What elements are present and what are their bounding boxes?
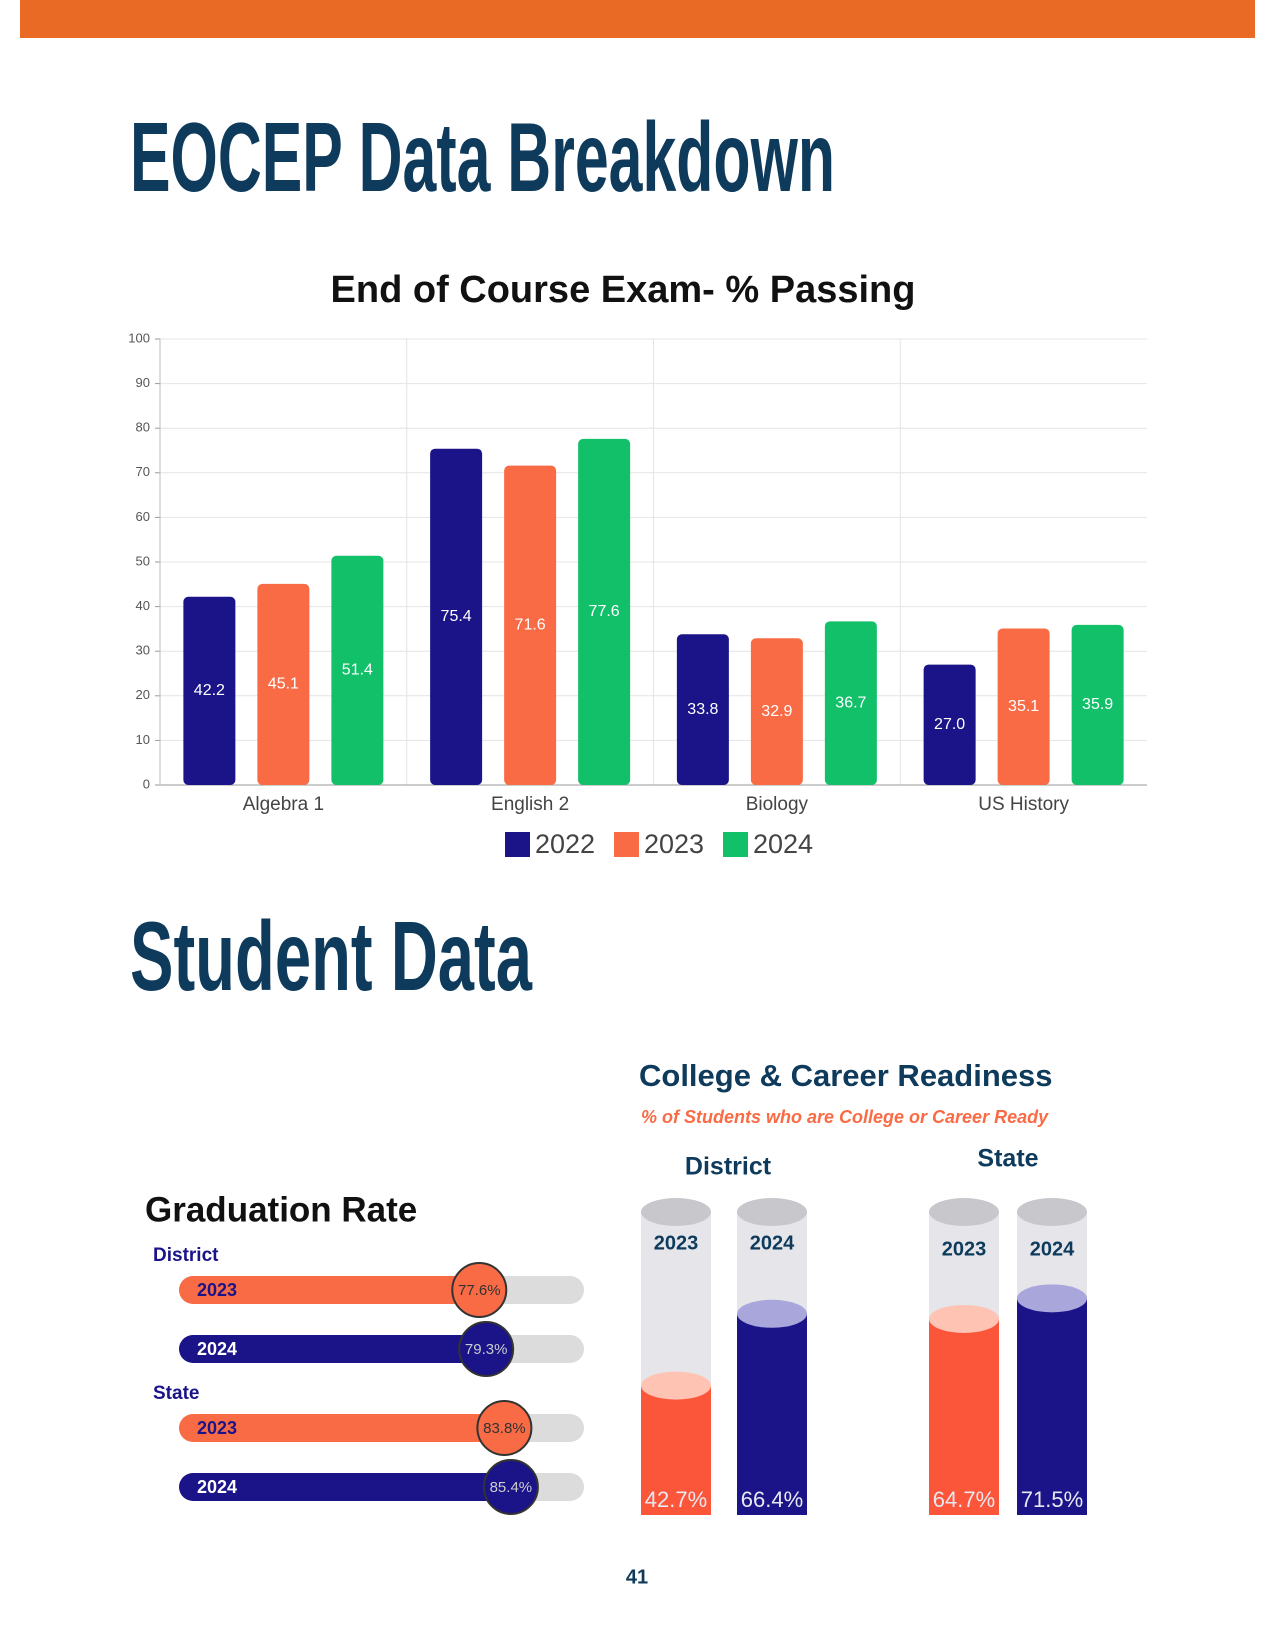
fill-top	[929, 1304, 999, 1333]
fill-top	[641, 1371, 711, 1400]
cylinder-top	[641, 1198, 711, 1226]
y-tick-label: 100	[128, 330, 150, 345]
y-tick-label: 40	[136, 598, 150, 613]
value-marker	[458, 1321, 515, 1377]
cylinder-fill	[929, 1318, 999, 1515]
chart-subtitle: % of Students who are College or Career …	[641, 1107, 1049, 1127]
data-label: 33.8	[687, 701, 718, 718]
year-label: 2023	[654, 1232, 699, 1254]
legend-swatch	[614, 832, 639, 857]
fill-top	[1017, 1284, 1087, 1313]
bar	[183, 596, 236, 785]
bar	[179, 1414, 519, 1442]
section-title: Student Data	[130, 901, 533, 1011]
bar-label: 2024	[197, 1339, 237, 1359]
data-label: 45.1	[268, 676, 299, 693]
legend-swatch	[723, 832, 748, 857]
cylinder-top	[1017, 1198, 1087, 1226]
cylinder-top	[929, 1198, 999, 1226]
data-label: 27.0	[934, 716, 965, 733]
data-label: 42.2	[194, 682, 225, 699]
year-label: 2024	[750, 1232, 795, 1254]
group-label: District	[153, 1245, 219, 1266]
y-tick-label: 50	[136, 553, 150, 568]
bar-label: 2023	[197, 1280, 237, 1300]
bar	[179, 1276, 494, 1304]
y-tick-label: 0	[143, 776, 150, 791]
bar	[824, 621, 877, 785]
data-label: 71.6	[515, 617, 546, 634]
legend-label: 2023	[644, 829, 704, 859]
data-label: 51.4	[342, 662, 373, 679]
bar-label: 2023	[197, 1418, 237, 1438]
y-tick-label: 30	[136, 643, 150, 658]
bar-label: 2024	[197, 1477, 237, 1497]
value-marker	[476, 1400, 533, 1456]
data-label: 35.9	[1082, 696, 1113, 713]
data-label: 77.6	[589, 603, 620, 620]
page-number: 41	[626, 1566, 648, 1588]
y-tick-label: 20	[136, 687, 150, 702]
x-tick-label: English 2	[491, 794, 569, 815]
bar	[923, 664, 976, 785]
cylinder-fill	[737, 1313, 807, 1515]
chart-title: End of Course Exam- % Passing	[331, 269, 916, 311]
cylinder-fill	[1017, 1298, 1087, 1515]
bar	[179, 1335, 501, 1363]
cylinder-fill	[641, 1385, 711, 1515]
legend-swatch	[505, 832, 530, 857]
bar	[578, 438, 631, 785]
group-label: State	[977, 1145, 1038, 1173]
x-tick-label: Biology	[746, 794, 809, 815]
value-marker	[451, 1262, 508, 1318]
y-tick-label: 60	[136, 509, 150, 524]
y-tick-label: 90	[136, 375, 150, 390]
year-label: 2024	[1030, 1238, 1075, 1260]
data-label: 32.9	[761, 703, 792, 720]
cylinder-top	[737, 1198, 807, 1226]
y-tick-label: 70	[136, 464, 150, 479]
data-label: 75.4	[441, 608, 472, 625]
bar	[504, 465, 557, 785]
value-label: 79.3%	[465, 1341, 508, 1358]
value-label: 71.5%	[1021, 1487, 1083, 1512]
bar	[331, 555, 384, 785]
value-label: 85.4%	[490, 1479, 533, 1496]
value-label: 77.6%	[458, 1282, 501, 1299]
page-title: EOCEP Data Breakdown	[130, 102, 835, 212]
value-label: 42.7%	[645, 1487, 707, 1512]
group-label: State	[153, 1383, 199, 1404]
bar	[257, 583, 310, 785]
legend-label: 2022	[535, 829, 595, 859]
bar	[1071, 624, 1124, 785]
y-tick-label: 10	[136, 732, 150, 747]
data-label: 36.7	[835, 694, 866, 711]
value-marker	[482, 1459, 539, 1515]
bar	[676, 634, 729, 785]
bar	[430, 448, 483, 785]
fill-top	[737, 1299, 807, 1328]
y-tick-label: 80	[136, 420, 150, 435]
legend-label: 2024	[753, 829, 813, 859]
chart-title: College & Career Readiness	[639, 1058, 1053, 1093]
x-tick-label: Algebra 1	[243, 794, 324, 815]
value-label: 66.4%	[741, 1487, 803, 1512]
value-label: 83.8%	[483, 1420, 526, 1437]
bar	[997, 628, 1050, 785]
chart-title: Graduation Rate	[145, 1190, 417, 1229]
group-label: District	[685, 1153, 772, 1181]
bar	[750, 638, 803, 785]
x-tick-label: US History	[978, 794, 1069, 815]
top-bar	[20, 0, 1255, 38]
value-label: 64.7%	[933, 1487, 995, 1512]
data-label: 35.1	[1008, 698, 1039, 715]
year-label: 2023	[942, 1238, 987, 1260]
bar	[179, 1473, 525, 1501]
